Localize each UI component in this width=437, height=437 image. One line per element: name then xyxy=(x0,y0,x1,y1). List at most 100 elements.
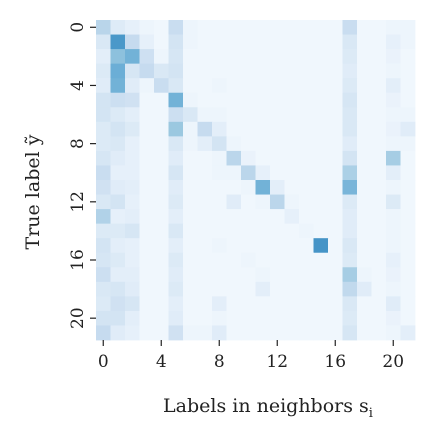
heatmap-cell-r9-c14 xyxy=(299,150,314,166)
heatmap-cell-r12-c16 xyxy=(328,194,343,210)
heatmap-cell-r14-c13 xyxy=(284,223,300,239)
heatmap-cell-r8-c16 xyxy=(328,136,343,152)
heatmap-cell-r21-c20 xyxy=(386,325,401,341)
heatmap-cell-r7-c13 xyxy=(284,121,300,137)
heatmap-cell-r8-c20 xyxy=(386,136,401,152)
heatmap-cell-r13-c17 xyxy=(342,209,358,225)
heatmap-cell-r16-c12 xyxy=(270,252,285,268)
heatmap-cell-r6-c15 xyxy=(313,107,329,123)
heatmap-cell-r3-c5 xyxy=(168,63,184,79)
heatmap-cell-r14-c9 xyxy=(226,223,242,239)
heatmap-cell-r16-c4 xyxy=(154,252,169,268)
heatmap-cell-r16-c19 xyxy=(371,252,387,268)
heatmap-cell-r18-c12 xyxy=(270,281,285,297)
heatmap-cell-r1-c8 xyxy=(212,34,227,50)
heatmap-cell-r9-c16 xyxy=(328,150,343,166)
heatmap-cell-r5-c0 xyxy=(96,92,111,108)
heatmap-cell-r0-c13 xyxy=(284,20,300,35)
heatmap-cell-r9-c1 xyxy=(110,150,126,166)
heatmap-cell-r3-c8 xyxy=(212,63,227,79)
heatmap-cell-r13-c9 xyxy=(226,209,242,225)
heatmap-cell-r12-c11 xyxy=(255,194,271,210)
heatmap-cell-r8-c19 xyxy=(371,136,387,152)
heatmap-cell-r3-c19 xyxy=(371,63,387,79)
heatmap-cell-r10-c17 xyxy=(342,165,358,181)
heatmap-cell-r18-c2 xyxy=(125,281,140,297)
heatmap-cell-r15-c17 xyxy=(342,238,358,254)
heatmap-cell-r16-c14 xyxy=(299,252,314,268)
heatmap-cell-r4-c5 xyxy=(168,78,184,94)
heatmap-cell-r17-c2 xyxy=(125,267,140,283)
heatmap-cell-r19-c21 xyxy=(400,296,416,312)
heatmap-cell-r21-c21 xyxy=(400,325,416,341)
heatmap-cell-r4-c11 xyxy=(255,78,271,94)
heatmap-cell-r13-c12 xyxy=(270,209,285,225)
heatmap-cell-r8-c6 xyxy=(183,136,198,152)
heatmap-cell-r8-c9 xyxy=(226,136,242,152)
heatmap-cell-r21-c3 xyxy=(139,325,155,341)
heatmap-cell-r3-c1 xyxy=(110,63,126,79)
heatmap-cell-r14-c18 xyxy=(357,223,372,239)
heatmap-cell-r8-c2 xyxy=(125,136,140,152)
x-tick-label-20: 20 xyxy=(382,352,404,372)
heatmap-cell-r13-c11 xyxy=(255,209,271,225)
heatmap-cell-r13-c3 xyxy=(139,209,155,225)
heatmap-cell-r18-c20 xyxy=(386,281,401,297)
heatmap-cell-r3-c11 xyxy=(255,63,271,79)
heatmap-cell-r15-c4 xyxy=(154,238,169,254)
heatmap-cell-r1-c13 xyxy=(284,34,300,50)
heatmap-cell-r18-c8 xyxy=(212,281,227,297)
heatmap-cell-r12-c13 xyxy=(284,194,300,210)
heatmap-cell-r0-c16 xyxy=(328,20,343,35)
heatmap-cell-r18-c0 xyxy=(96,281,111,297)
heatmap-cell-r18-c5 xyxy=(168,281,184,297)
heatmap-cell-r0-c3 xyxy=(139,20,155,35)
heatmap-cell-r11-c5 xyxy=(168,180,184,195)
heatmap-cell-r5-c14 xyxy=(299,92,314,108)
heatmap-cell-r3-c17 xyxy=(342,63,358,79)
heatmap-cell-r9-c10 xyxy=(241,150,256,166)
heatmap-cell-r19-c20 xyxy=(386,296,401,312)
heatmap-cell-r12-c9 xyxy=(226,194,242,210)
heatmap-cell-r4-c21 xyxy=(400,78,416,94)
heatmap-cell-r5-c12 xyxy=(270,92,285,108)
heatmap-cell-r13-c13 xyxy=(284,209,300,225)
heatmap-cell-r20-c15 xyxy=(313,310,329,326)
heatmap-cell-r4-c7 xyxy=(197,78,213,94)
heatmap-cell-r4-c18 xyxy=(357,78,372,94)
heatmap-cell-r13-c6 xyxy=(183,209,198,225)
heatmap-cell-r21-c8 xyxy=(212,325,227,341)
heatmap-cell-r18-c14 xyxy=(299,281,314,297)
heatmap-cell-r20-c13 xyxy=(284,310,300,326)
heatmap-cell-r1-c5 xyxy=(168,34,184,50)
heatmap-cell-r15-c13 xyxy=(284,238,300,254)
heatmap-cells xyxy=(96,20,416,341)
heatmap-cell-r2-c4 xyxy=(154,49,169,65)
heatmap-cell-r20-c12 xyxy=(270,310,285,326)
heatmap-cell-r20-c8 xyxy=(212,310,227,326)
heatmap-cell-r7-c8 xyxy=(212,121,227,137)
heatmap-cell-r14-c6 xyxy=(183,223,198,239)
heatmap-cell-r3-c13 xyxy=(284,63,300,79)
heatmap-cell-r6-c11 xyxy=(255,107,271,123)
heatmap-cell-r21-c18 xyxy=(357,325,372,341)
heatmap-cell-r19-c16 xyxy=(328,296,343,312)
heatmap-cell-r0-c10 xyxy=(241,20,256,35)
heatmap-cell-r17-c9 xyxy=(226,267,242,283)
heatmap-cell-r19-c8 xyxy=(212,296,227,312)
heatmap-cell-r6-c9 xyxy=(226,107,242,123)
heatmap-cell-r17-c21 xyxy=(400,267,416,283)
heatmap-cell-r21-c16 xyxy=(328,325,343,341)
heatmap-cell-r5-c9 xyxy=(226,92,242,108)
heatmap-cell-r11-c12 xyxy=(270,180,285,195)
heatmap-cell-r11-c8 xyxy=(212,180,227,195)
heatmap-cell-r17-c11 xyxy=(255,267,271,283)
heatmap-cell-r19-c4 xyxy=(154,296,169,312)
heatmap-cell-r16-c17 xyxy=(342,252,358,268)
heatmap-cell-r19-c11 xyxy=(255,296,271,312)
heatmap-cell-r0-c8 xyxy=(212,20,227,35)
y-tick-label-16: 16 xyxy=(68,249,88,271)
heatmap-cell-r13-c4 xyxy=(154,209,169,225)
heatmap-cell-r12-c19 xyxy=(371,194,387,210)
heatmap-cell-r5-c18 xyxy=(357,92,372,108)
